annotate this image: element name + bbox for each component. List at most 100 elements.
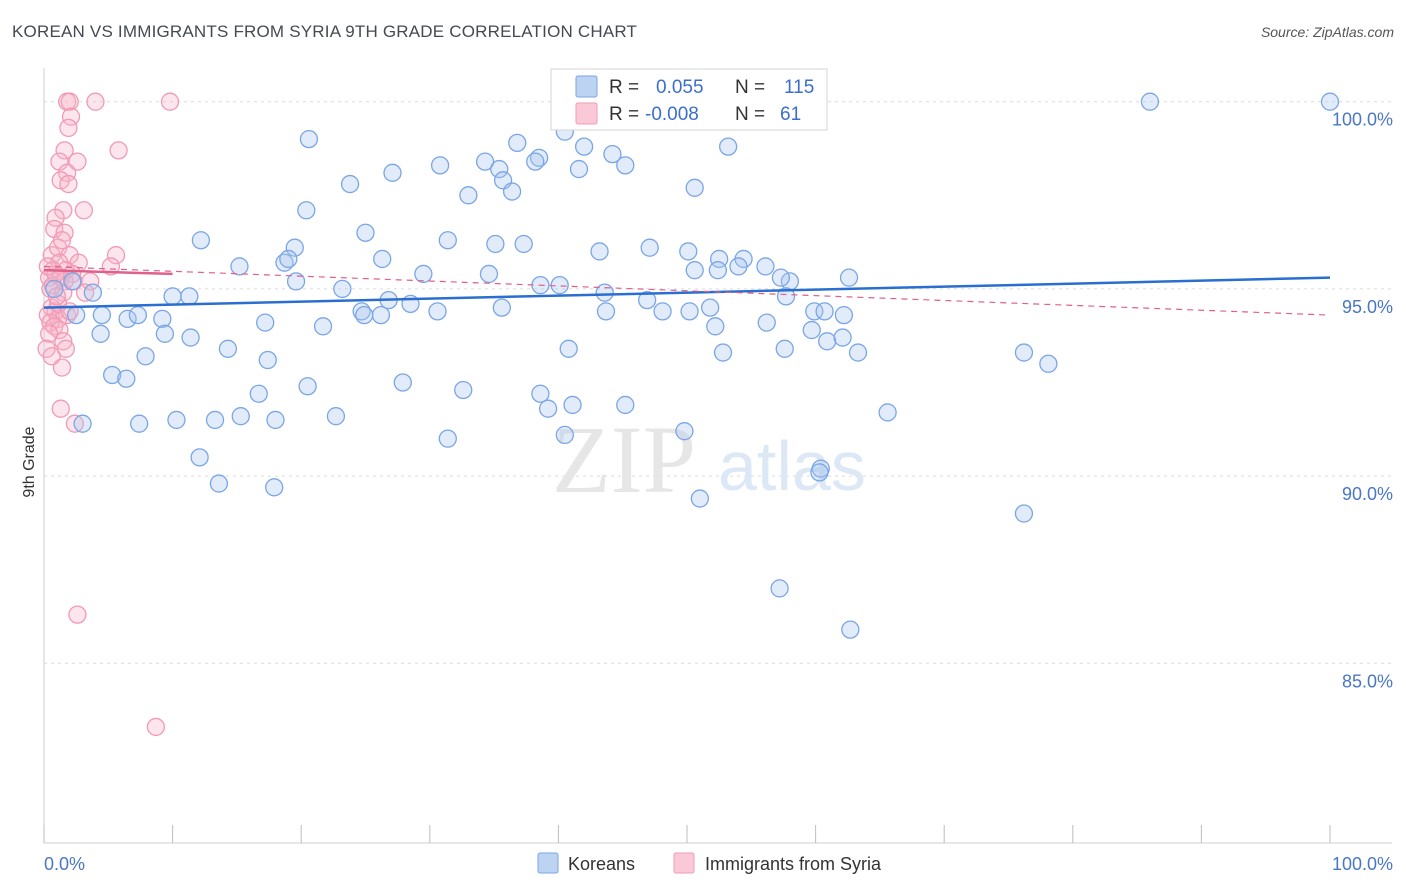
syria-point-34 [76,283,95,302]
bottom-legend-swatch-koreans [537,852,559,874]
korean-point-83 [802,320,821,340]
syria-point-2 [86,92,105,111]
watermark: ZIP atlas [552,406,866,513]
korean-point-67 [834,305,854,325]
korean-point-103 [454,380,473,400]
syria-point-9 [68,152,87,171]
syria-point-27 [101,257,121,276]
syria-point-42 [50,320,69,340]
korean-point-48 [756,257,775,276]
korean-point-12 [475,152,495,171]
korean-point-22 [685,178,704,197]
trend-line-syria [43,268,173,276]
korean-point-76 [355,305,374,325]
syria-point-46 [56,339,76,358]
legend-n-label-koreans: N = [735,77,765,98]
trend-line-koreans [43,276,1331,309]
syria-point-6 [55,141,74,160]
korean-point-85 [833,328,852,347]
korean-point-104 [531,384,550,403]
korean-point-73 [256,313,275,332]
korean-point-68 [67,305,86,325]
korean-point-95 [848,343,868,362]
watermark-zip: ZIP [552,406,696,513]
korean-point-18 [383,163,402,182]
legend-n-label-syria: N = [735,104,765,125]
korean-point-117 [555,425,574,445]
korean-point-58 [428,302,447,321]
gridlines [44,101,1392,664]
korean-point-71 [128,305,148,325]
korean-point-23 [297,201,316,220]
korean-point-91 [258,350,277,370]
korean-point-44 [595,283,614,302]
korean-point-41 [479,264,499,284]
korean-point-101 [298,377,317,396]
korean-point-116 [438,429,457,448]
korean-point-120 [209,474,229,493]
korean-point-6 [574,137,594,156]
bottom-legend-syria: Immigrants from Syria [705,854,882,874]
syria-point-3 [160,92,180,111]
korean-point-9 [603,144,622,164]
korean-point-97 [1039,354,1058,373]
korean-point-2 [1140,92,1160,111]
korean-point-118 [675,422,694,441]
syria-point-47 [52,358,72,377]
korean-point-78 [596,302,616,321]
korean-point-98 [103,365,122,385]
korean-point-109 [73,414,92,433]
korean-point-17 [340,174,360,194]
legend-box: R = 0.055 N = 115 R = -0.008 N = 61 [550,68,828,131]
syria-point-48 [51,399,70,418]
korean-point-94 [775,339,794,358]
source-credit: Source: ZipAtlas.com [1260,24,1394,40]
korean-point-59 [492,298,511,317]
chart-title: KOREAN VS IMMIGRANTS FROM SYRIA 9TH GRAD… [12,22,638,41]
korean-point-55 [333,279,352,299]
korean-point-82 [757,313,776,332]
korean-point-30 [590,242,609,261]
korean-point-87 [136,347,155,366]
syria-point-60 [42,347,61,366]
korean-point-69 [92,305,112,325]
korean-point-88 [155,324,175,343]
korean-point-52 [163,287,182,306]
korean-point-64 [776,287,796,306]
legend-n-syria: 61 [780,104,801,125]
syria-point-4 [61,107,81,126]
korean-point-3 [1320,92,1340,111]
korean-point-51 [83,283,103,302]
korean-point-86 [91,324,110,343]
korean-point-106 [563,395,582,415]
korean-point-124 [810,463,829,482]
x-tick-label-1: 100.0% [1332,854,1393,874]
syria-point-7 [109,141,128,160]
korean-point-79 [653,302,672,321]
series-koreans [45,92,1340,639]
legend-n-koreans: 115 [784,77,814,98]
korean-point-127 [841,620,860,639]
korean-point-21 [502,182,522,201]
korean-point-121 [265,478,284,497]
bottom-legend: Koreans Immigrants from Syria [537,852,882,874]
series-immigrants-from-syria [37,92,180,737]
korean-point-47 [729,257,748,276]
korean-point-36 [230,257,249,276]
korean-point-72 [153,309,172,328]
korean-point-110 [130,414,149,433]
korean-point-100 [249,384,268,403]
korean-point-49 [63,272,82,291]
korean-point-105 [538,399,558,418]
korean-point-11 [430,156,450,175]
syria-point-1 [60,92,79,111]
korean-point-107 [616,395,635,415]
korean-point-24 [191,231,211,250]
korean-point-13 [526,152,545,171]
korean-point-16 [490,159,509,179]
korean-point-31 [640,238,659,257]
legend-swatch-koreans [575,75,598,98]
korean-point-114 [266,410,285,430]
korean-point-111 [167,410,186,430]
syria-point-49 [65,414,85,433]
